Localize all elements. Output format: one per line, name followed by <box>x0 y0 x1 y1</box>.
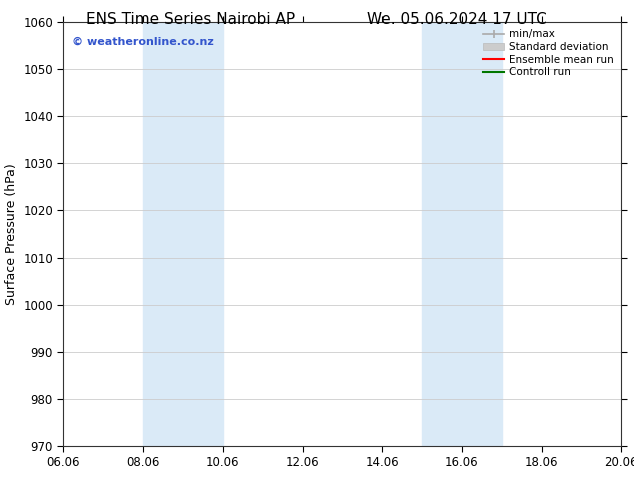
Bar <box>422 22 501 446</box>
Bar <box>143 22 223 446</box>
Legend: min/max, Standard deviation, Ensemble mean run, Controll run: min/max, Standard deviation, Ensemble me… <box>480 26 617 80</box>
Text: © weatheronline.co.nz: © weatheronline.co.nz <box>72 37 214 47</box>
Y-axis label: Surface Pressure (hPa): Surface Pressure (hPa) <box>4 163 18 305</box>
Text: We. 05.06.2024 17 UTC: We. 05.06.2024 17 UTC <box>366 12 547 27</box>
Text: ENS Time Series Nairobi AP: ENS Time Series Nairobi AP <box>86 12 295 27</box>
